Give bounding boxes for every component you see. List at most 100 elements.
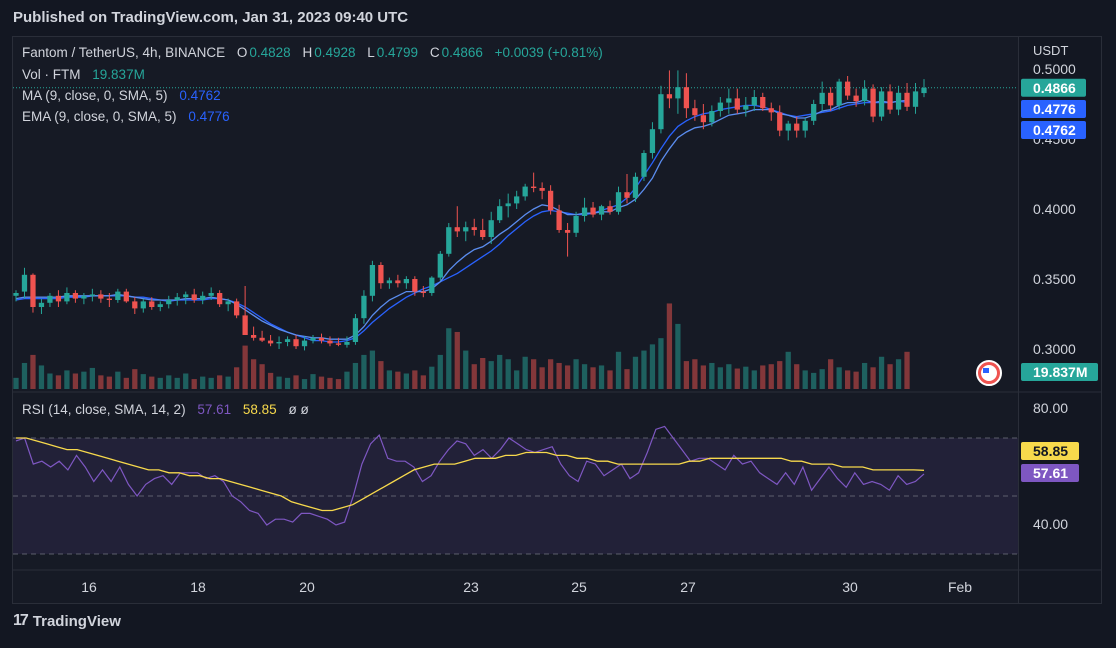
candle-body [403,279,409,284]
volume-bar [72,373,79,389]
candle-body [836,81,842,106]
volume-bar [191,379,197,389]
volume-bar [13,377,19,389]
candle-body [166,300,172,305]
candle-body [208,293,214,296]
candle-body [480,230,486,237]
legend-symbol-row: Fantom / TetherUS, 4h, BINANCE O 0.4828 H… [22,45,605,60]
volume-bar [369,350,376,389]
tradingview-logo[interactable]: 17 TradingView [13,612,121,630]
legend-ma-value: 0.4762 [179,88,221,103]
volume-bar [183,373,189,389]
candle-body [132,301,138,309]
candle-body [522,186,528,197]
volume-bar [590,367,596,389]
candle-body [183,294,189,298]
volume-bar [454,331,460,389]
candle-body [157,304,163,307]
volume-bar [870,367,876,389]
candle-body [912,91,919,107]
volume-bar [598,365,605,389]
volume-bar [361,354,367,389]
candle-body [539,188,545,191]
legend-symbol[interactable]: Fantom / TetherUS, 4h, BINANCE [22,45,226,60]
time-axis-label: 27 [680,579,696,595]
volume-bar [887,364,893,389]
candle-body [649,129,656,153]
rsi-badge: 57.61 [1033,465,1068,481]
tradingview-logo-mark: 17 [13,612,29,629]
volume-bar [556,362,562,389]
candle-body [751,97,757,106]
candle-body [429,277,435,293]
rsi-axis-tick: 40.00 [1033,516,1068,532]
volume-bar [38,365,45,389]
volume-bar [429,366,435,389]
candle-body [700,115,706,123]
volume-bar [157,377,163,389]
volume-bar [522,356,528,389]
legend-ema-label[interactable]: EMA (9, close, 0, SMA, 5) [22,109,177,124]
candle-body [819,92,825,104]
volume-bar [726,364,732,389]
price-axis-currency: USDT [1033,43,1068,58]
volume-bar [802,370,808,389]
volume-bar [649,344,656,389]
candle-body [115,291,121,300]
candle-body [777,112,783,131]
candle-body [734,98,740,110]
candle-body [13,293,19,296]
volume-bar [573,359,579,389]
time-axis-label: Feb [948,579,972,595]
candle-body [301,340,308,347]
volume-bar [276,376,282,389]
candle-body [344,342,350,345]
candle-body [887,91,893,110]
volume-bar [658,338,664,389]
ma-line [15,100,908,343]
price-axis-tick: 0.3500 [1033,271,1076,287]
published-header: Published on TradingView.com, Jan 31, 20… [0,0,1116,36]
volume-bar [446,328,452,389]
volume-bar [89,367,96,389]
candle-body [709,111,715,123]
volume-bar [760,365,766,389]
candle-body [335,343,342,345]
candle-body [200,295,206,300]
rsi-badge-bg [1021,464,1079,482]
candle-body [89,294,96,296]
volume-bar [106,376,112,389]
volume-bar [267,372,274,389]
last-price-badge-bg [1021,78,1086,97]
candle-body [726,98,732,103]
candle-body [250,335,257,338]
legend-volume-label[interactable]: Vol · FTM [22,67,81,82]
candle-body [615,192,622,212]
candle-body [310,337,316,341]
time-axis-label: 18 [190,579,206,595]
candle-body [225,301,231,305]
ma-badge: 0.4762 [1033,122,1076,138]
volume-bar [98,375,104,389]
volume-bar [293,375,299,389]
candle-body [259,337,265,341]
volume-bar [709,362,715,389]
candle-body [318,337,325,341]
candle-body [293,339,299,347]
price-axis-tick: 0.5000 [1033,61,1076,77]
candle-body [378,265,384,284]
candle-body [123,291,129,302]
volume-bar [836,367,842,389]
candle-body [437,253,443,278]
volume-bar [632,356,639,389]
legend-rsi-label[interactable]: RSI (14, close, SMA, 14, 2) [22,402,186,417]
legend-change-value: +0.0039 (+0.81%) [494,45,603,60]
legend-ma-label[interactable]: MA (9, close, 0, SMA, 5) [22,88,168,103]
candle-body [64,293,70,302]
candle-body [412,279,418,292]
volume-bar [30,354,36,389]
candle-body [581,207,588,216]
candle-body [573,216,579,233]
candle-body [666,94,673,99]
